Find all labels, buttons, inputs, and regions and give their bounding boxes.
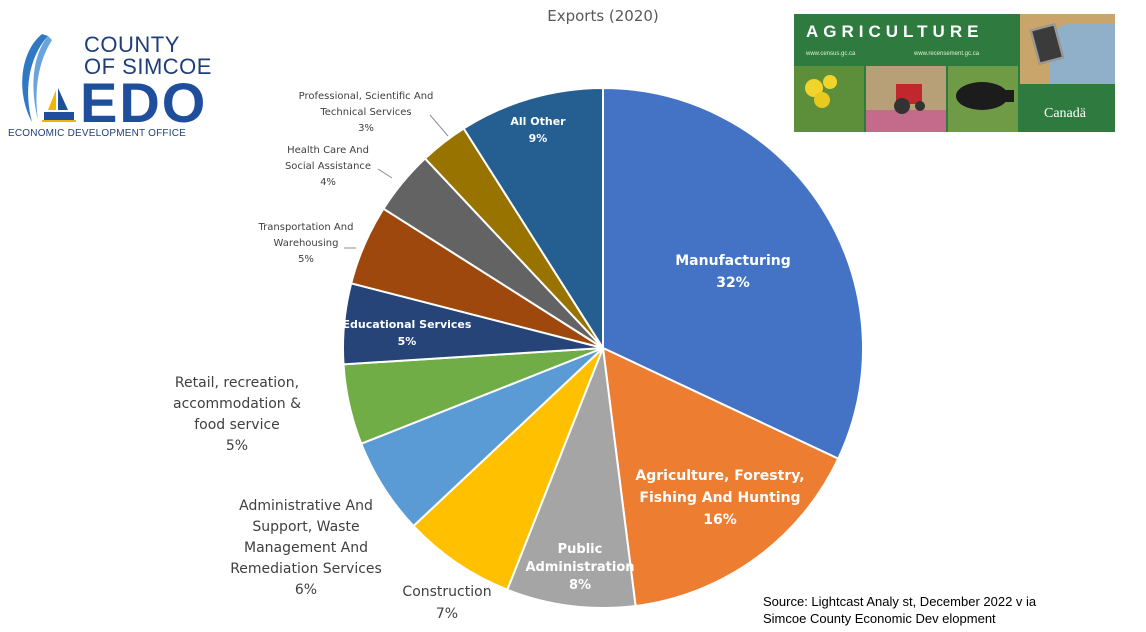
pie-slice-0 xyxy=(602,86,864,461)
slice-label-7: Transportation And Warehousing 5% xyxy=(258,222,354,265)
logo-county-text: COUNTY OF SIMCOE xyxy=(84,32,212,79)
slice-label-10: All Other 9% xyxy=(510,115,566,145)
slice-labels: Manufacturing 32% Agriculture, Forestry, Fi… xyxy=(173,91,805,622)
agri-banner-title: AGRICULTURE xyxy=(806,22,984,41)
pie-slices xyxy=(342,86,864,609)
pie-slice-10 xyxy=(462,86,604,352)
slice-label-2: Public Administration 8% xyxy=(525,542,634,593)
leader-line-8 xyxy=(377,168,393,179)
slice-label-0: Manufacturing 32% xyxy=(675,253,791,291)
slice-label-4: Administrative And Support, Waste Manageme… xyxy=(230,498,382,598)
source-line-2: Simcoe County Economic Dev elopment xyxy=(763,611,996,626)
farmer-photo xyxy=(1020,14,1115,84)
pie-slice-3 xyxy=(412,347,604,592)
agri-url-en: www.census.gc.ca xyxy=(806,51,856,57)
slice-label-3: Construction 7% xyxy=(402,584,491,622)
pie-slice-1 xyxy=(601,346,840,608)
agri-url-fr: www.recensement.gc.ca xyxy=(914,51,980,57)
slice-label-8: Health Care And Social Assistance 4% xyxy=(285,145,371,188)
cow-photo xyxy=(948,66,1018,132)
slice-label-9: Professional, Scientific And Technical Se… xyxy=(299,91,434,134)
slice-label-6: Educational Services 5% xyxy=(343,318,472,348)
county-of-simcoe-edo-logo: COUNTY OF SIMCOE EDO ECONOMIC DEVELOPMEN… xyxy=(6,30,256,142)
leader-line-9 xyxy=(429,114,449,137)
source-line-1: Source: Lightcast Analy st, December 202… xyxy=(763,594,1037,609)
logo-swoosh-icon xyxy=(22,34,52,122)
logo-office-text: ECONOMIC DEVELOPMENT OFFICE xyxy=(8,128,187,139)
tractor-photo xyxy=(866,66,946,132)
census-of-agriculture-banner: AGRICULTURE www.census.gc.ca www.recense… xyxy=(794,14,1115,132)
slice-label-5: Retail, recreation, accommodation & food s… xyxy=(173,375,301,454)
slice-label-1: Agriculture, Forestry, Fishing And Huntin… xyxy=(635,468,804,528)
pie-slice-2 xyxy=(505,347,637,609)
logo-edo-text: EDO xyxy=(80,71,208,134)
ship-icon xyxy=(42,88,76,122)
leader-lines xyxy=(344,114,449,249)
chart-title: Exports (2020) xyxy=(547,7,659,25)
canada-wordmark: Canadä xyxy=(1044,106,1086,121)
source-note: Source: Lightcast Analy st, December 202… xyxy=(763,593,1143,627)
canola-photo xyxy=(794,66,864,132)
